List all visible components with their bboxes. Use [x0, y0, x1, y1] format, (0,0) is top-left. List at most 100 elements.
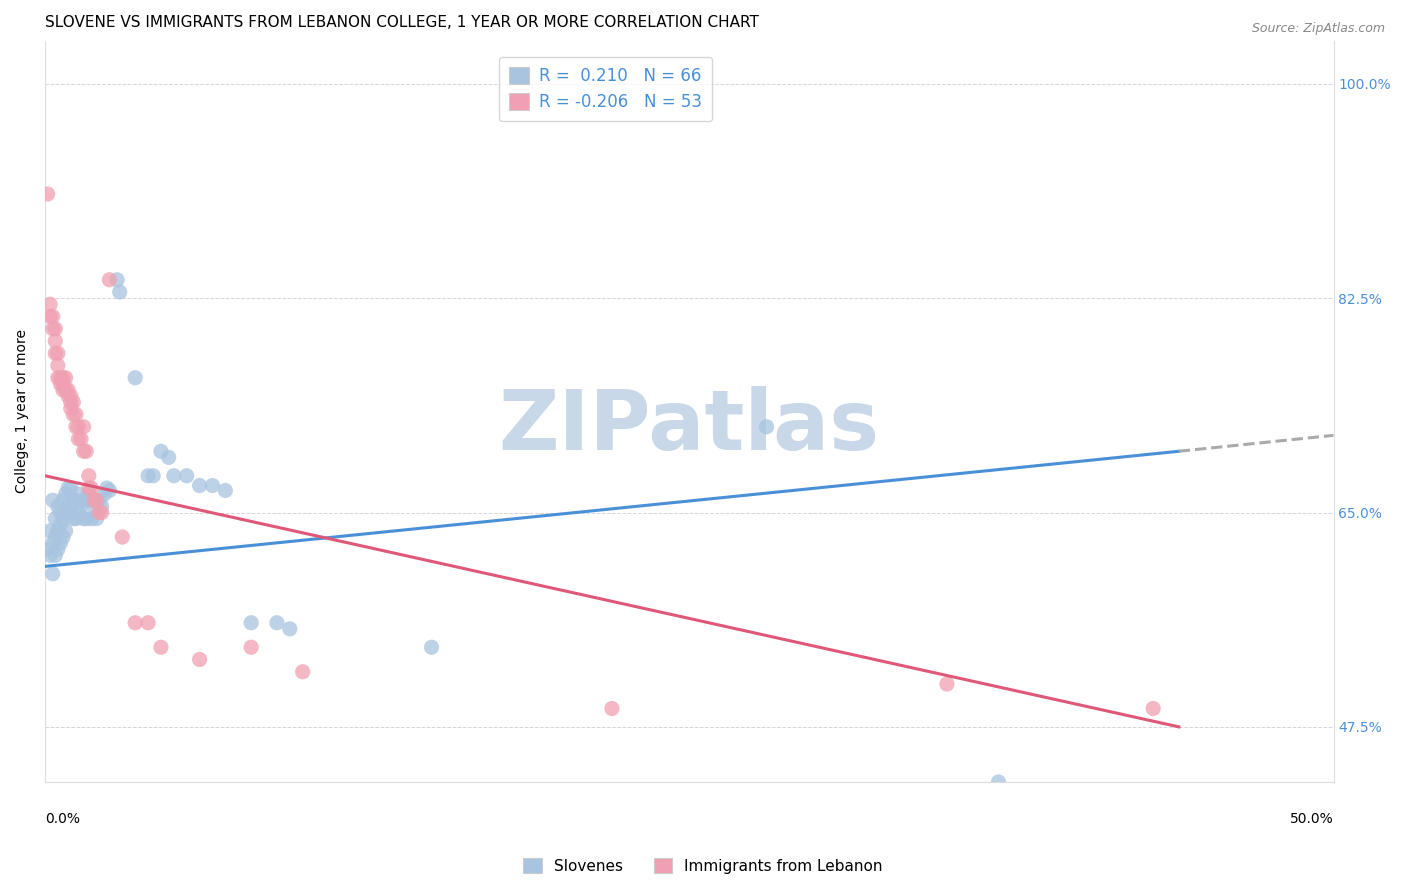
Point: [39, 297, 62, 311]
Point: [188, 478, 211, 492]
Point: [105, 273, 128, 287]
Point: [80, 493, 103, 508]
Point: [39, 310, 62, 324]
Point: [41, 566, 63, 581]
Point: [1142, 701, 1164, 715]
Point: [59, 395, 82, 409]
Point: [44, 334, 66, 348]
Text: 0.0%: 0.0%: [45, 812, 80, 826]
Point: [62, 408, 84, 422]
Point: [37, 187, 59, 202]
Point: [67, 432, 90, 446]
Point: [176, 468, 198, 483]
Point: [62, 395, 84, 409]
Point: [37, 542, 59, 557]
Point: [59, 401, 82, 416]
Point: [240, 615, 263, 630]
Point: [278, 622, 301, 636]
Point: [987, 775, 1010, 789]
Point: [420, 640, 443, 655]
Point: [55, 370, 77, 384]
Point: [41, 536, 63, 550]
Point: [80, 511, 103, 525]
Point: [214, 483, 236, 498]
Point: [70, 500, 93, 514]
Point: [52, 493, 75, 508]
Point: [72, 511, 94, 525]
Point: [44, 549, 66, 563]
Point: [65, 511, 87, 525]
Point: [75, 493, 97, 508]
Point: [163, 468, 186, 483]
Point: [67, 506, 90, 520]
Point: [46, 346, 69, 360]
Point: [188, 652, 211, 666]
Point: [55, 506, 77, 520]
Point: [83, 493, 105, 508]
Point: [46, 359, 69, 373]
Point: [98, 483, 121, 498]
Point: [44, 530, 66, 544]
Point: [201, 478, 224, 492]
Point: [86, 511, 108, 525]
Point: [86, 493, 108, 508]
Point: [93, 487, 115, 501]
Point: [755, 419, 778, 434]
Text: Source: ZipAtlas.com: Source: ZipAtlas.com: [1251, 22, 1385, 36]
Point: [108, 285, 131, 299]
Point: [75, 511, 97, 525]
Point: [52, 370, 75, 384]
Point: [149, 640, 172, 655]
Point: [67, 487, 90, 501]
Point: [142, 468, 165, 483]
Point: [49, 370, 72, 384]
Point: [65, 493, 87, 508]
Point: [98, 273, 121, 287]
Point: [46, 542, 69, 557]
Point: [52, 376, 75, 391]
Point: [70, 432, 93, 446]
Point: [87, 493, 110, 508]
Point: [136, 615, 159, 630]
Point: [44, 346, 66, 360]
Point: [124, 615, 146, 630]
Text: ZIPatlas: ZIPatlas: [499, 385, 880, 467]
Text: SLOVENE VS IMMIGRANTS FROM LEBANON COLLEGE, 1 YEAR OR MORE CORRELATION CHART: SLOVENE VS IMMIGRANTS FROM LEBANON COLLE…: [45, 15, 759, 30]
Point: [72, 444, 94, 458]
Point: [55, 524, 77, 538]
Point: [124, 370, 146, 384]
Point: [75, 444, 97, 458]
Point: [67, 419, 90, 434]
Point: [52, 530, 75, 544]
Point: [72, 419, 94, 434]
Point: [77, 468, 100, 483]
Point: [266, 615, 288, 630]
Point: [44, 322, 66, 336]
Point: [77, 481, 100, 495]
Point: [77, 487, 100, 501]
Text: 50.0%: 50.0%: [1289, 812, 1333, 826]
Point: [49, 376, 72, 391]
Point: [65, 419, 87, 434]
Point: [136, 468, 159, 483]
Point: [240, 640, 263, 655]
Point: [62, 511, 84, 525]
Point: [41, 493, 63, 508]
Point: [44, 511, 66, 525]
Point: [39, 524, 62, 538]
Point: [46, 500, 69, 514]
Point: [56, 389, 79, 403]
Point: [90, 506, 112, 520]
Point: [87, 506, 110, 520]
Point: [55, 383, 77, 397]
Point: [90, 500, 112, 514]
Point: [149, 444, 172, 458]
Point: [86, 493, 108, 508]
Point: [46, 370, 69, 384]
Point: [49, 517, 72, 532]
Legend: R =  0.210   N = 66, R = -0.206   N = 53: R = 0.210 N = 66, R = -0.206 N = 53: [499, 56, 711, 121]
Point: [83, 500, 105, 514]
Point: [62, 493, 84, 508]
Point: [936, 677, 959, 691]
Point: [59, 506, 82, 520]
